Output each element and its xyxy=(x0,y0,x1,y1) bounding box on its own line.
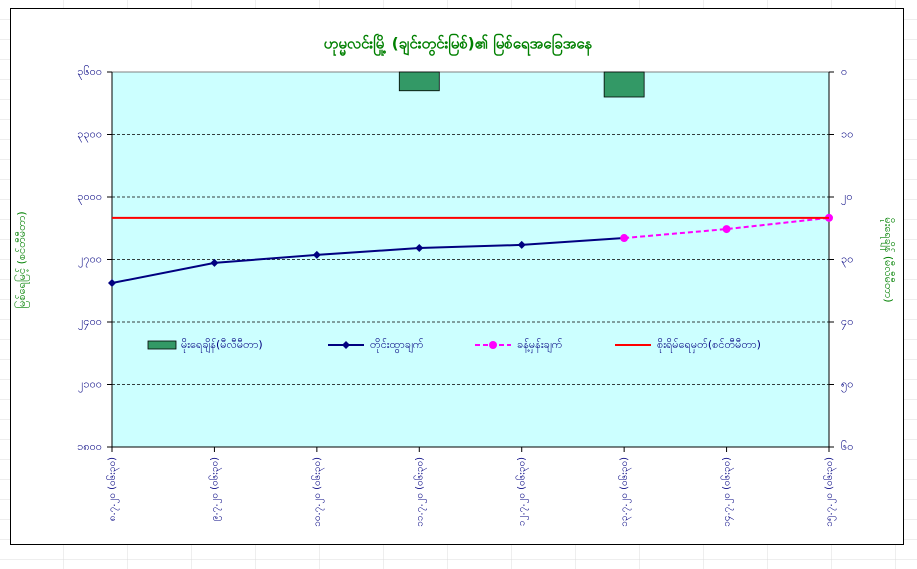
legend-label: မိုးရေချိန်(မီလီမီတာ) xyxy=(181,338,263,353)
y-tick-label: ၁၈၀၀ xyxy=(77,440,102,453)
line xyxy=(624,216,830,240)
legend-marker xyxy=(489,341,497,349)
y-tick-label: ၂၁၀၀ xyxy=(78,378,102,393)
marker xyxy=(108,279,116,288)
y2-tick-label: ၀ xyxy=(841,65,847,78)
y2-tick-label: ၄၀ xyxy=(841,315,853,330)
x-tick-label: ၁၀.၇.၂၀ (၀၆း၃၀) xyxy=(310,457,325,527)
x-tick-label: ၉.၇.၂၀ (၀၆း၃၀) xyxy=(207,457,222,521)
x-tick-label: ၁၂.၇.၂၀ (၀၆း၃၀) xyxy=(515,457,530,526)
marker xyxy=(517,240,526,249)
legend-marker xyxy=(342,341,350,349)
y-axis-label: မြစ်ရေမြင့် (စင်တီမီတာ) xyxy=(14,211,30,308)
marker xyxy=(312,250,321,259)
marker xyxy=(415,244,424,253)
y2-tick-label: ၆၀ xyxy=(841,440,853,453)
x-tick-label: ၈.၇.၂၀ (၀၆း၃၀) xyxy=(105,457,120,521)
bar xyxy=(603,71,645,98)
y-tick-label: ၃၀၀၀ xyxy=(77,190,102,205)
line xyxy=(111,237,625,285)
legend-swatch xyxy=(147,340,177,350)
legend-label: စိုးရိမ်ရေမှတ်(စင်တီမီတာ) xyxy=(657,338,761,353)
legend-label: ခန့်မှန်းချက် xyxy=(517,338,563,353)
y2-tick-label: ၅၀ xyxy=(841,378,853,393)
marker xyxy=(210,258,219,267)
marker xyxy=(722,225,731,234)
y-tick-label: ၂၄၀၀ xyxy=(78,315,102,330)
legend-label: တိုင်းထွာချက် xyxy=(370,338,424,353)
marker xyxy=(620,234,629,243)
y2-axis-label: မိုးရေချိန် (မီလီမီတာ) xyxy=(880,217,895,302)
y2-tick-label: ၃၀ xyxy=(841,253,853,268)
y-tick-label: ၂၇၀၀ xyxy=(78,253,102,268)
y2-tick-label: ၁၀ xyxy=(841,128,853,141)
y-tick-label: ၃၃၀၀ xyxy=(77,128,102,143)
y-tick-label: ၃၆၀၀ xyxy=(77,65,102,80)
x-tick-label: ၁၅.၇.၂၀ (၀၆း၃၀) xyxy=(822,457,837,527)
bar xyxy=(398,71,440,92)
y2-tick-label: ၂၀ xyxy=(841,190,853,205)
x-tick-label: ၁၄.၇.၂၀ (၀၆း၃၀) xyxy=(720,457,735,527)
x-tick-label: ၁၁.၇.၂၀ (၀၆း၃၀) xyxy=(412,457,427,527)
x-tick-label: ၁၃.၇.၂၀ (၀၆း၃၀) xyxy=(617,457,632,527)
